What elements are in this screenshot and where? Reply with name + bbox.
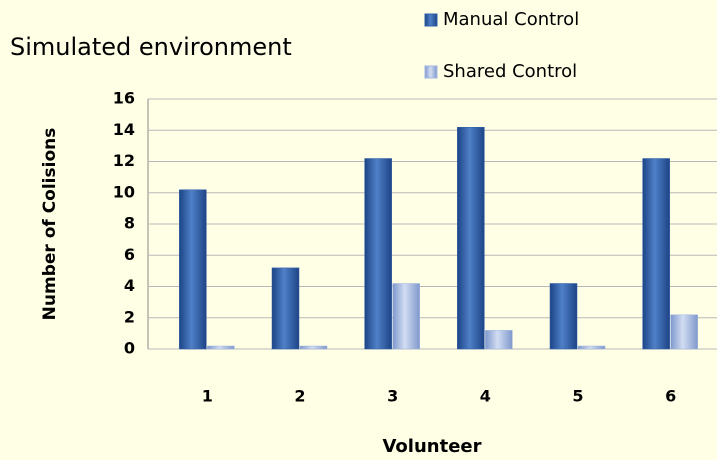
y-tick-label: 16 [113, 89, 135, 108]
x-tick-label: 4 [480, 387, 491, 406]
bar [207, 345, 235, 350]
y-tick-label: 6 [124, 245, 135, 264]
bar [179, 189, 207, 350]
bar [485, 330, 513, 350]
y-tick-label: 12 [113, 151, 135, 170]
y-tick-label: 4 [124, 276, 135, 295]
y-tick-label: 14 [113, 120, 135, 139]
bar [271, 267, 300, 350]
x-tick-label: 6 [665, 387, 676, 406]
bar [392, 283, 420, 350]
chart-title: Simulated environment [10, 33, 292, 61]
y-tick-label: 10 [113, 182, 135, 201]
bar [642, 158, 670, 350]
y-tick-label: 2 [124, 307, 135, 326]
x-tick-label: 3 [387, 387, 398, 406]
bar [577, 345, 606, 350]
x-tick-label: 1 [202, 387, 213, 406]
bar [299, 345, 328, 350]
bar [670, 314, 698, 350]
bar [549, 283, 578, 350]
legend-label: Manual Control [443, 9, 579, 30]
x-tick-label: 2 [294, 387, 305, 406]
x-tick-label: 5 [572, 387, 583, 406]
legend-swatch [424, 13, 438, 27]
bar [364, 158, 392, 350]
legend-label: Shared Control [443, 61, 577, 82]
y-axis-label: Number of Colisions [40, 128, 60, 321]
y-tick-label: 8 [124, 214, 135, 233]
legend-swatch [424, 65, 438, 79]
x-axis-label: Volunteer [382, 436, 481, 457]
y-tick-label: 0 [124, 339, 135, 358]
bar [457, 127, 485, 350]
